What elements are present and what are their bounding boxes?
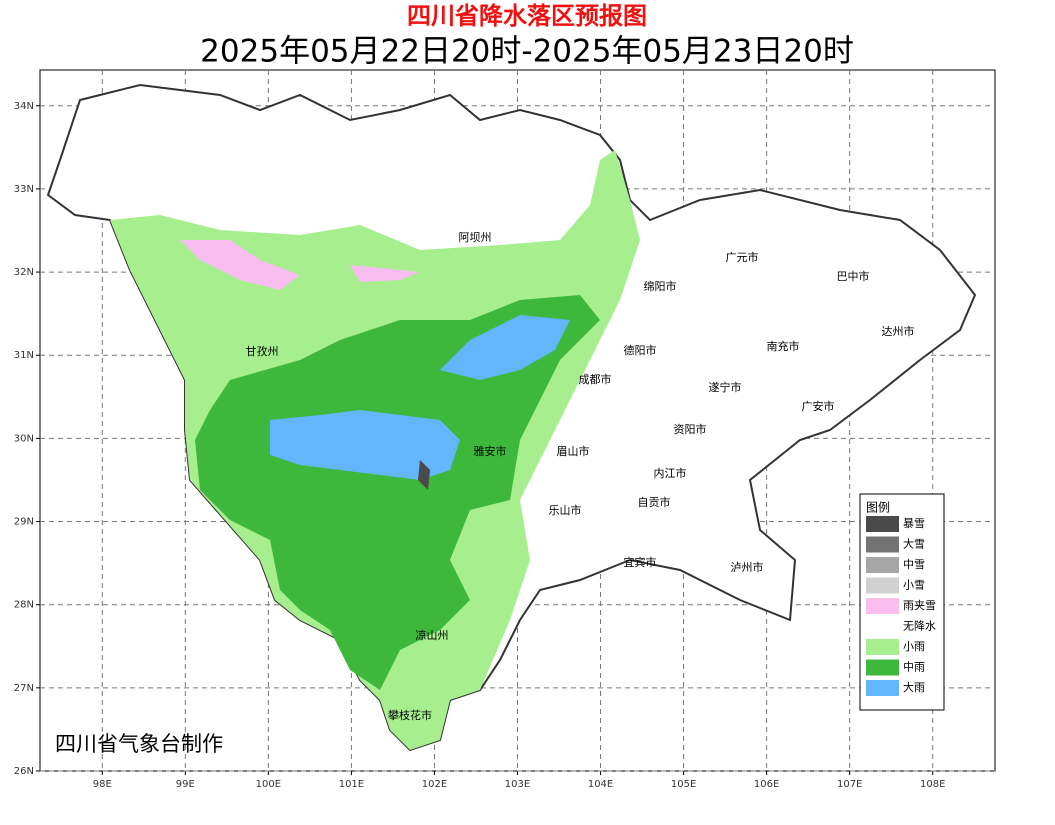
heavy-rain <box>270 410 460 480</box>
legend-swatch <box>866 536 899 553</box>
city-label: 广元市 <box>726 250 759 264</box>
legend-swatch <box>866 639 899 655</box>
city-label: 达州市 <box>882 324 915 338</box>
sleet <box>180 240 300 290</box>
city-label: 成都市 <box>579 372 612 386</box>
moderate-rain <box>195 295 600 690</box>
snow <box>418 460 430 490</box>
city-label: 甘孜州 <box>246 344 279 358</box>
title: 四川省降水落区预报图 <box>407 2 647 30</box>
x-tick-label: 99E <box>176 779 195 790</box>
legend-label: 无降水 <box>903 619 936 633</box>
sleet <box>350 265 420 282</box>
subtitle: 2025年05月22日20时-2025年05月23日20时 <box>200 34 854 70</box>
x-tick-label: 106E <box>754 779 779 790</box>
y-tick-label: 27N <box>14 683 34 694</box>
x-tick-label: 107E <box>837 779 862 790</box>
x-tick-label: 98E <box>93 779 112 790</box>
city-label: 凉山州 <box>416 628 449 642</box>
legend-label: 中雪 <box>903 558 925 571</box>
legend-title: 图例 <box>866 501 890 515</box>
city-label: 阿坝州 <box>459 230 492 244</box>
legend-swatch <box>866 659 899 676</box>
x-tick-label: 102E <box>422 779 447 790</box>
y-tick-label: 34N <box>14 101 34 112</box>
city-label: 攀枝花市 <box>388 708 432 722</box>
city-label: 宜宾市 <box>624 555 657 569</box>
y-tick-label: 32N <box>14 267 34 278</box>
heavy-rain <box>440 315 570 380</box>
y-tick-label: 26N <box>14 766 34 777</box>
credit: 四川省气象台制作 <box>55 732 223 756</box>
city-label: 自贡市 <box>638 495 671 509</box>
legend-label: 大雨 <box>903 680 925 694</box>
legend-label: 小雪 <box>903 579 925 592</box>
x-tick-label: 101E <box>339 779 364 790</box>
legend-label: 暴雪 <box>903 517 925 530</box>
city-label: 遂宁市 <box>709 380 742 394</box>
legend-swatch <box>866 618 899 635</box>
x-tick-label: 108E <box>920 779 945 790</box>
city-label: 南充市 <box>767 339 800 353</box>
legend-label: 雨夹雪 <box>903 599 936 612</box>
legend-swatch <box>866 577 899 594</box>
x-tick-label: 100E <box>256 779 281 790</box>
city-label: 广安市 <box>802 399 835 413</box>
x-tick-label: 103E <box>505 779 530 790</box>
y-tick-label: 28N <box>14 600 34 611</box>
city-label: 雅安市 <box>474 444 507 458</box>
legend-swatch <box>866 557 899 573</box>
city-label: 眉山市 <box>557 444 590 458</box>
x-tick-label: 104E <box>588 779 613 790</box>
city-label: 巴中市 <box>837 269 870 283</box>
legend-label: 大雪 <box>903 537 925 551</box>
city-label: 乐山市 <box>549 503 582 517</box>
legend-label: 中雨 <box>903 661 925 674</box>
legend-swatch <box>866 680 899 696</box>
city-label: 绵阳市 <box>644 279 677 293</box>
legend-swatch <box>866 516 899 532</box>
legend-swatch <box>866 598 899 614</box>
city-label: 泸州市 <box>731 560 764 574</box>
city-label: 内江市 <box>654 466 687 480</box>
city-label: 德阳市 <box>624 343 657 357</box>
y-tick-label: 33N <box>14 184 34 195</box>
y-tick-label: 31N <box>14 350 34 361</box>
x-tick-label: 105E <box>671 779 696 790</box>
y-tick-label: 29N <box>14 517 34 528</box>
legend-label: 小雨 <box>903 640 925 653</box>
y-tick-label: 30N <box>14 433 34 444</box>
city-label: 资阳市 <box>674 422 707 436</box>
